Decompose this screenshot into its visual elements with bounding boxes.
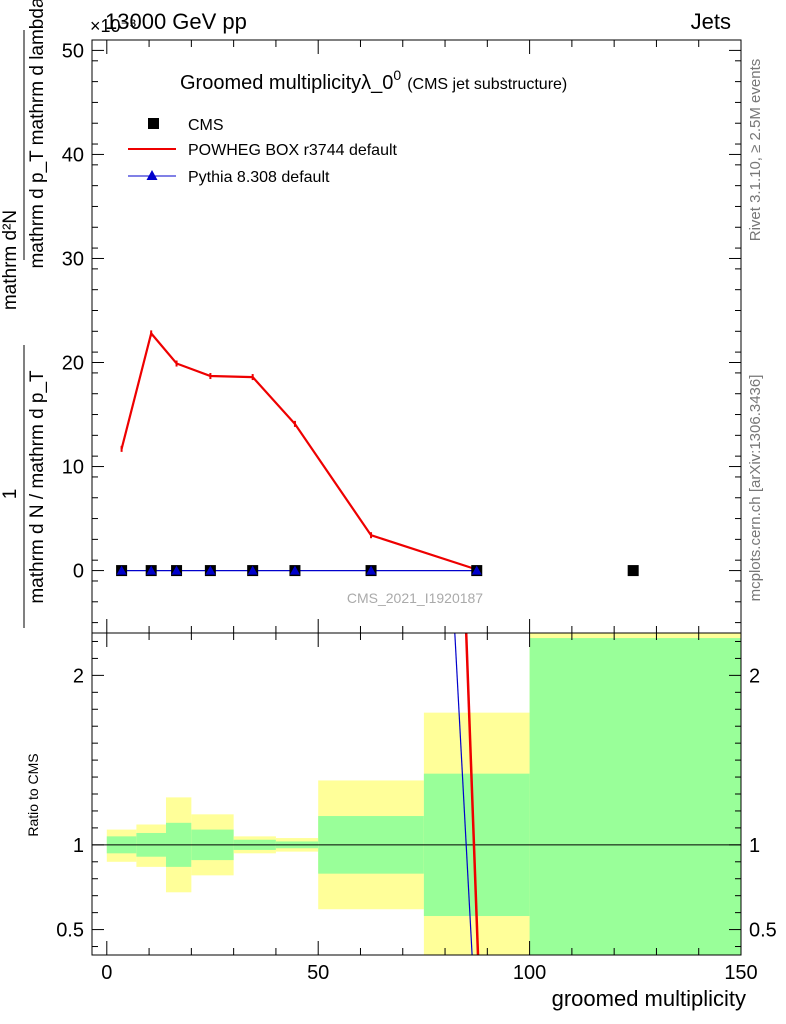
cms-data-point — [627, 565, 639, 577]
y-axis-label-main: mathrm d²N mathrm d p_T mathrm d lambda … — [0, 0, 48, 628]
main-y-tick-label: 40 — [62, 144, 84, 166]
main-y-tick-label: 10 — [62, 457, 84, 479]
legend-cms-label: CMS — [188, 117, 224, 134]
pythia-point — [171, 565, 182, 575]
ratio-y-tick-label-right: 1 — [749, 835, 760, 857]
pythia-point — [116, 565, 127, 575]
ratio-powheg-line — [464, 632, 480, 956]
ratio-pythia-line — [454, 632, 473, 956]
ratio-x-tick-label: 0 — [101, 962, 112, 984]
plot-title: Groomed multiplicityλ_00 (CMS jet substru… — [180, 67, 567, 94]
y-label-den: mathrm d p_T mathrm d lambda — [27, 0, 48, 269]
main-y-tick-label: 50 — [62, 40, 84, 62]
legend-cms-marker — [148, 118, 159, 129]
header-exponent: ×10⁻³ — [90, 16, 136, 36]
y-label-bottom: mathrm d N / mathrm d p_T — [27, 370, 48, 604]
side-label-mcplots: mcplots.cern.ch [arXiv:1306.3436] — [747, 375, 764, 602]
main-y-tick-label: 30 — [62, 248, 84, 270]
pythia-point — [366, 565, 377, 575]
main-y-tick-label: 0 — [73, 561, 84, 583]
plot-title-sup: 0 — [393, 67, 401, 83]
plot-title-main: Groomed multiplicityλ_0 — [180, 72, 393, 94]
legend-pythia-label: Pythia 8.308 default — [188, 169, 330, 186]
ratio-x-tick-label: 50 — [307, 962, 329, 984]
legend: CMS POWHEG BOX r3744 default Pythia 8.30… — [128, 117, 398, 186]
header-jets: Jets — [691, 9, 731, 34]
powheg-line — [120, 331, 478, 571]
main-series-points — [116, 330, 639, 577]
ratio-y-tick-label: 2 — [73, 665, 84, 687]
y-label-one: 1 — [0, 489, 21, 500]
ratio-x-tick-label: 100 — [513, 962, 546, 984]
side-label-rivet: Rivet 3.1.10, ≥ 2.5M events — [747, 59, 764, 242]
legend-pythia-marker — [146, 170, 158, 180]
ratio-y-tick-label: 1 — [73, 835, 84, 857]
header-energy: 13000 GeV pp — [105, 9, 247, 34]
y-axis-label-ratio: Ratio to CMS — [25, 753, 41, 836]
ratio-inner-band — [529, 638, 741, 955]
main-series-lines — [120, 331, 478, 572]
pythia-point — [205, 565, 216, 575]
ratio-uncertainty-bands — [106, 633, 741, 955]
x-axis-label: groomed multiplicity — [552, 986, 746, 1011]
legend-powheg-label: POWHEG BOX r3744 default — [188, 142, 398, 159]
pythia-point — [247, 565, 258, 575]
ratio-y-tick-label: 0.5 — [56, 920, 84, 942]
pythia-point — [146, 565, 157, 575]
ratio-x-tick-label: 150 — [724, 962, 757, 984]
main-y-tick-label: 20 — [62, 353, 84, 375]
main-axes: 0 10 20 30 40 50 — [62, 39, 742, 634]
pythia-point — [471, 565, 482, 575]
ratio-y-tick-label-right: 2 — [749, 665, 760, 687]
ratio-axes: 0.5 0.5 1 1 2 2 0 50 100 150 — [56, 632, 777, 984]
pythia-point — [289, 565, 300, 575]
plot-title-sub: (CMS jet substructure) — [407, 76, 567, 93]
ratio-series-lines — [92, 632, 741, 956]
y-label-num: mathrm d²N — [0, 210, 21, 310]
analysis-watermark: CMS_2021_I1920187 — [347, 590, 483, 606]
ratio-y-tick-label-right: 0.5 — [749, 920, 777, 942]
